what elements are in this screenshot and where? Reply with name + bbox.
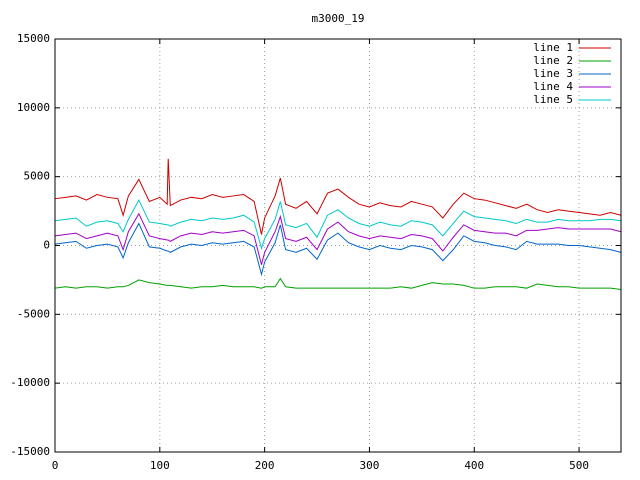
y-tick-label: -5000: [17, 307, 50, 320]
legend-label: line 5: [533, 93, 573, 106]
y-tick-label: 15000: [17, 32, 50, 45]
x-tick-label: 200: [255, 459, 275, 472]
x-tick-label: 100: [150, 459, 170, 472]
data-line: [54, 198, 622, 250]
y-tick-label: 5000: [24, 170, 51, 183]
data-line: [54, 277, 622, 291]
data-line: [54, 212, 622, 265]
chart-title: m3000_19: [312, 12, 365, 25]
legend-label: line 3: [533, 67, 573, 80]
x-tick-label: 0: [52, 459, 59, 472]
plot-frame: [54, 38, 622, 453]
x-tick-label: 300: [360, 459, 380, 472]
legend-label: line 2: [533, 54, 573, 67]
y-tick-label: 0: [43, 239, 50, 252]
legend-label: line 4: [533, 80, 573, 93]
x-tick-label: 400: [464, 459, 484, 472]
y-tick-label: -15000: [10, 445, 50, 458]
legend-label: line 1: [533, 41, 573, 54]
x-tick-label: 500: [569, 459, 589, 472]
y-tick-label: 10000: [17, 101, 50, 114]
y-tick-label: -10000: [10, 376, 50, 389]
data-line: [54, 222, 622, 277]
data-line: [54, 158, 622, 235]
